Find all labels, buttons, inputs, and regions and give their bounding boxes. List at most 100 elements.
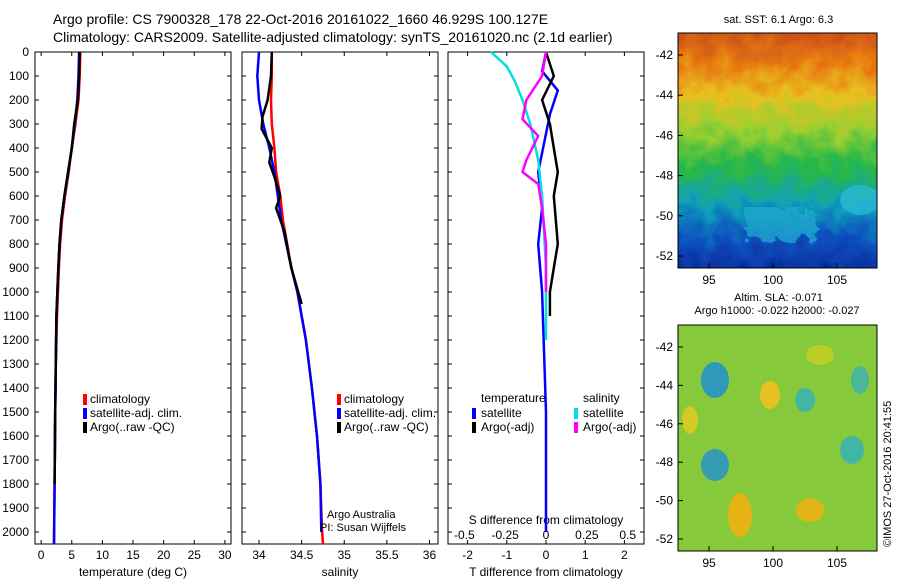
y-tick-label: 1400 — [2, 381, 29, 395]
sla-map — [678, 325, 877, 551]
sst-map-title: sat. SST: 6.1 Argo: 6.3 — [723, 14, 834, 26]
map-lat-label: -50 — [656, 209, 674, 223]
legend-swatch-climatology — [337, 394, 341, 405]
y-tick-label: 2000 — [2, 525, 29, 539]
sst-map — [678, 33, 877, 268]
series-line-temperature-satellite — [536, 51, 560, 532]
legend-swatch-satellite-adj — [83, 408, 87, 419]
legend-label-argo: Argo(..raw -QC) — [344, 420, 429, 434]
map-lon-label: 100 — [763, 556, 783, 570]
map-lat-label: -48 — [656, 169, 674, 183]
difference-legend: temperature salinity satellite Argo(-adj… — [472, 391, 636, 434]
salinity-legend: climatology satellite-adj. clim. Argo(..… — [337, 392, 436, 434]
map-lat-label: -50 — [656, 494, 674, 508]
y-tick-label: 500 — [9, 165, 29, 179]
x-axis-label: temperature (deg C) — [79, 565, 187, 579]
legend-swatch-climatology — [83, 394, 87, 405]
y-tick-label: 900 — [9, 261, 29, 275]
x2-tick-label: 0.5 — [619, 528, 636, 542]
map-lat-label: -42 — [656, 340, 674, 354]
legend-swatch-argo — [337, 422, 341, 433]
x-tick-label: 10 — [96, 548, 110, 562]
legend-label-t-satellite: satellite — [481, 406, 522, 420]
x-tick-label: 36 — [423, 548, 437, 562]
series-line-salinity-satellite — [490, 51, 548, 340]
map-ticks: -42 -44 -46 -48 -50 -52 95 100 105 -42 -44 -46 -48 -5… — [656, 48, 848, 570]
y-tick-label: 1000 — [2, 285, 29, 299]
sla-map-subtitle: Argo h1000: -0.022 h2000: -0.027 — [694, 305, 860, 317]
legend-label-argo: Argo(..raw -QC) — [90, 420, 175, 434]
legend-swatch-s-argo — [574, 422, 578, 433]
y-tick-label: 0 — [22, 45, 29, 59]
y-tick-label: 1700 — [2, 453, 29, 467]
y-tick-label: 200 — [9, 93, 29, 107]
credit-argo-australia: Argo Australia — [327, 509, 396, 521]
legend-label-t-argo: Argo(-adj) — [481, 420, 534, 434]
figure-title-line2: Climatology: CARS2009. Satellite-adjuste… — [53, 29, 613, 45]
y-tick-label: 400 — [9, 141, 29, 155]
y-tick-label: 1800 — [2, 477, 29, 491]
map-lon-label: 95 — [702, 556, 716, 570]
map-lat-label: -44 — [656, 88, 674, 102]
x-tick-label: 34.5 — [290, 548, 314, 562]
series-line-salinity-argo-adj- — [521, 51, 548, 292]
map-lat-label: -46 — [656, 128, 674, 142]
sla-map-frame — [677, 324, 878, 552]
map-lon-label: 105 — [827, 273, 847, 287]
y-tick-label: 1900 — [2, 501, 29, 515]
credit-pi: PI: Susan Wijffels — [320, 522, 406, 534]
x-tick-label: 1 — [582, 548, 589, 562]
x-tick-label: 25 — [188, 548, 202, 562]
x2-tick-label: -0.25 — [491, 528, 519, 542]
legend-label-satellite-adj: satellite-adj. clim. — [344, 406, 436, 420]
x-tick-label: -1 — [501, 548, 512, 562]
y-tick-label: 1100 — [3, 309, 29, 323]
legend-swatch-s-satellite — [574, 408, 578, 419]
x-tick-label: 20 — [157, 548, 171, 562]
y-tick-label: 600 — [9, 189, 29, 203]
map-lon-label: 100 — [763, 273, 783, 287]
x2-tick-label: -0.5 — [454, 528, 475, 542]
map-lat-label: -52 — [656, 532, 674, 546]
y-tick-label: 100 — [9, 69, 29, 83]
map-lat-label: -48 — [656, 455, 674, 469]
x-tick-label: 34 — [252, 548, 266, 562]
y-tick-label: 800 — [9, 237, 29, 251]
legend-header-temperature: temperature — [481, 391, 546, 405]
temperature-panel-frame — [34, 51, 232, 545]
map-lat-label: -46 — [656, 417, 674, 431]
y-tick-label: 1500 — [2, 405, 29, 419]
legend-swatch-t-satellite — [472, 408, 476, 419]
legend-swatch-satellite-adj — [337, 408, 341, 419]
x-tick-label: 35.5 — [375, 548, 399, 562]
axes-layer: 0100200300400500600700800900100011001200… — [2, 45, 644, 579]
sla-map-title: Altim. SLA: -0.071 — [734, 292, 823, 304]
x-tick-label: 15 — [126, 548, 140, 562]
legend-header-salinity: salinity — [583, 391, 620, 405]
legend-label-s-satellite: satellite — [583, 406, 624, 420]
map-lat-label: -44 — [656, 378, 674, 392]
legend-label-s-argo: Argo(-adj) — [583, 420, 636, 434]
salinity-panel-frame — [241, 51, 439, 545]
y-tick-label: 1600 — [2, 429, 29, 443]
legend-label-satellite-adj: satellite-adj. clim. — [90, 406, 182, 420]
legend-swatch-argo — [83, 422, 87, 433]
legend-label-climatology: climatology — [344, 392, 404, 406]
map-lon-label: 95 — [702, 273, 716, 287]
x-tick-label: 2 — [621, 548, 628, 562]
x-tick-label: 5 — [68, 548, 75, 562]
x2-tick-label: 0.25 — [575, 528, 599, 542]
series-layer — [52, 51, 560, 545]
temperature-legend: climatology satellite-adj. clim. Argo(..… — [83, 392, 182, 434]
x-tick-label: 0 — [38, 548, 45, 562]
map-lon-label: 105 — [827, 556, 847, 570]
y-tick-label: 300 — [9, 117, 29, 131]
y-tick-label: 1200 — [2, 333, 29, 347]
x-tick-label: 0 — [543, 548, 550, 562]
x-axis-label: T difference from climatology — [469, 565, 623, 579]
legend-swatch-t-argo — [472, 422, 476, 433]
figure-title-line1: Argo profile: CS 7900328_178 22-Oct-2016… — [53, 11, 549, 27]
sst-map-frame — [677, 32, 878, 269]
x-tick-label: -2 — [462, 548, 473, 562]
